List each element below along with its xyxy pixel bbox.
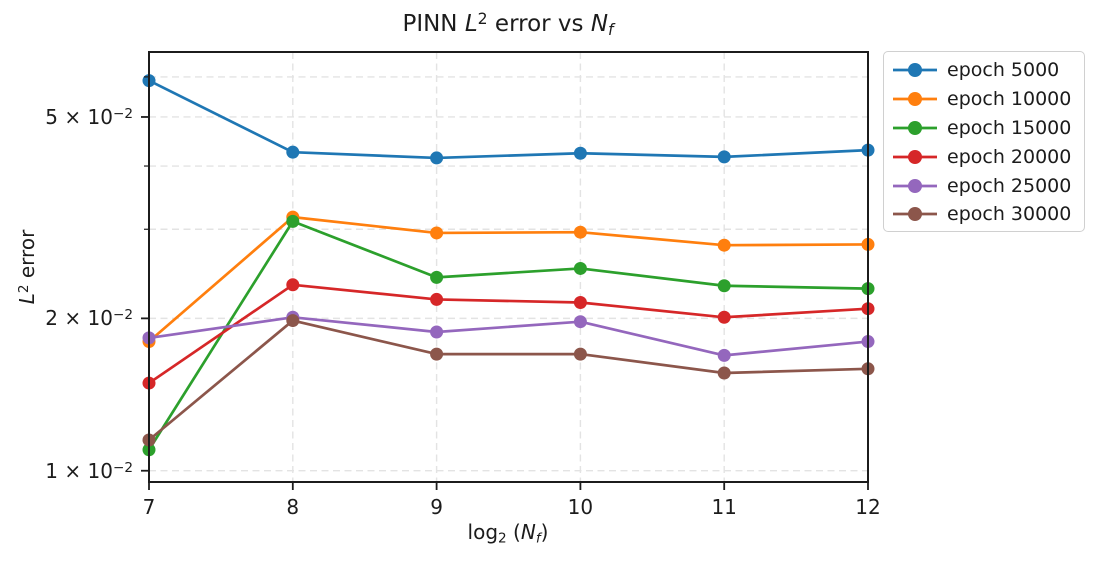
- ylabel-superscript: 2: [15, 284, 32, 294]
- y-tick-exponent: −2: [112, 459, 133, 476]
- x-tick-label: 7: [142, 495, 156, 519]
- data-point: [430, 347, 444, 361]
- title-subscript: f: [608, 19, 614, 39]
- data-point: [573, 261, 587, 275]
- data-point: [717, 366, 731, 380]
- y-tick-exponent: −2: [112, 105, 133, 122]
- chart-title: PINN L2 error vs Nf: [402, 8, 614, 39]
- x-tick-label: 9: [430, 495, 443, 519]
- legend-label: epoch 10000: [947, 88, 1072, 111]
- title-middle: error vs: [487, 11, 591, 37]
- data-point: [430, 151, 444, 165]
- legend-item-epoch-30000: epoch 30000: [892, 200, 1076, 229]
- legend-marker-icon: [893, 63, 937, 78]
- xlabel-var: N: [520, 520, 536, 544]
- data-point: [717, 310, 731, 324]
- legend-item-epoch-5000: epoch 5000: [892, 56, 1076, 85]
- legend-marker-icon: [893, 178, 937, 193]
- data-point: [573, 347, 587, 361]
- xlabel-fn: log: [467, 520, 499, 544]
- title-var-l: L: [464, 11, 478, 37]
- series-line-epoch-5000: [147, 79, 870, 160]
- x-axis-label: log2 (Nf): [467, 520, 549, 547]
- legend-item-epoch-25000: epoch 25000: [892, 171, 1076, 200]
- x-tick-label: 12: [855, 495, 881, 519]
- y-tick-base: 2 × 10: [45, 306, 113, 331]
- data-point: [573, 146, 587, 160]
- series-line-epoch-15000: [147, 219, 870, 452]
- ylabel-var: L: [15, 293, 39, 305]
- data-point: [430, 226, 444, 240]
- legend-marker-icon: [893, 149, 937, 164]
- y-tick-label: 2 × 10−2: [0, 306, 133, 330]
- data-point: [717, 150, 731, 164]
- legend-label: epoch 15000: [947, 116, 1072, 139]
- plot-area: [149, 52, 868, 482]
- legend-item-epoch-10000: epoch 10000: [892, 85, 1076, 114]
- legend-item-epoch-20000: epoch 20000: [892, 142, 1076, 171]
- legend-label: epoch 25000: [947, 174, 1072, 197]
- legend-marker-icon: [893, 92, 937, 107]
- x-tick-label: 11: [711, 495, 737, 519]
- series-line-epoch-10000: [147, 215, 870, 343]
- data-point: [430, 292, 444, 306]
- data-point: [573, 315, 587, 329]
- data-point: [286, 214, 300, 228]
- title-superscript: 2: [477, 8, 488, 28]
- data-point: [717, 348, 731, 362]
- y-tick-label: 1 × 10−2: [0, 459, 133, 483]
- legend-item-epoch-15000: epoch 15000: [892, 114, 1076, 143]
- data-point: [286, 278, 300, 292]
- series-line-epoch-25000: [147, 315, 870, 357]
- y-axis-label: L2 error: [15, 230, 39, 305]
- xlabel-fn-subscript: 2: [498, 530, 507, 547]
- ylabel-text: error: [15, 229, 39, 285]
- xlabel-var-subscript: f: [535, 530, 541, 547]
- y-tick-base: 1 × 10: [45, 458, 113, 483]
- xlabel-open-paren: (: [506, 520, 521, 544]
- title-var-n: N: [590, 11, 609, 37]
- series-line-epoch-30000: [147, 319, 870, 442]
- legend: epoch 5000 epoch 10000 epoch 15000 epoch 20…: [883, 51, 1085, 232]
- data-point: [573, 295, 587, 309]
- title-text: PINN: [402, 11, 465, 37]
- y-tick-label: 5 × 10−2: [0, 105, 133, 129]
- y-tick-base: 5 × 10: [45, 104, 113, 129]
- series-line-epoch-20000: [147, 283, 870, 385]
- data-point: [430, 270, 444, 284]
- x-tick-label: 10: [567, 495, 594, 519]
- data-point: [717, 279, 731, 293]
- legend-label: epoch 5000: [947, 59, 1060, 82]
- legend-marker-icon: [893, 207, 937, 222]
- axes-spines: [148, 51, 869, 483]
- data-point: [286, 145, 300, 159]
- xlabel-close-paren: ): [540, 520, 549, 544]
- legend-label: epoch 20000: [947, 145, 1072, 168]
- legend-marker-icon: [893, 120, 937, 135]
- legend-label: epoch 30000: [947, 203, 1072, 226]
- data-point: [286, 314, 300, 328]
- data-point: [573, 225, 587, 239]
- data-point: [430, 325, 444, 339]
- x-tick-label: 8: [286, 495, 300, 519]
- data-point: [717, 238, 731, 252]
- y-tick-exponent: −2: [112, 307, 133, 324]
